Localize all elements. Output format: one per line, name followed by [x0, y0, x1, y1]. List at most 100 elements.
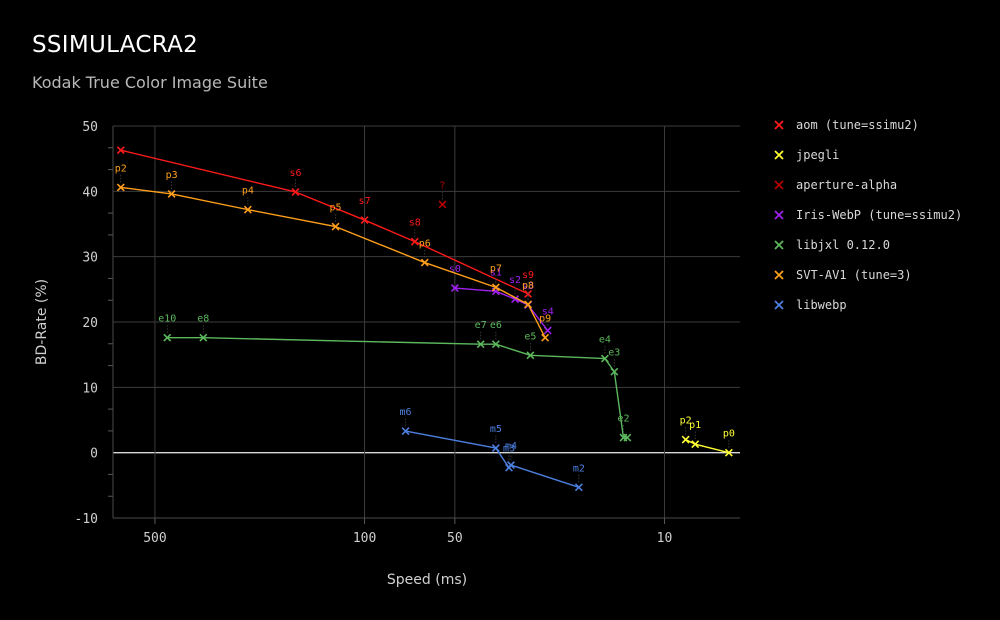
data-point — [410, 237, 419, 246]
legend-marker — [774, 180, 784, 190]
y-tick-label: 0 — [90, 447, 98, 462]
legend-label: SVT-AV1 (tune=3) — [796, 268, 912, 282]
legend-marker — [774, 120, 784, 130]
legend: aom (tune=ssimu2) jpegli aperture-alpha Iri… — [774, 118, 962, 312]
point-label: s1 — [490, 267, 502, 278]
legend-entry: Iris-WebP (tune=ssimu2) — [774, 208, 962, 222]
legend-entry: libwebp — [774, 298, 847, 312]
point-label: p8 — [522, 280, 534, 291]
data-point — [524, 300, 533, 309]
legend-entry: aom (tune=ssimu2) — [774, 118, 919, 132]
point-label: e7 — [475, 320, 487, 331]
series-line — [120, 149, 529, 295]
point-label: ? — [439, 180, 445, 191]
legend-label: libjxl 0.12.0 — [796, 238, 890, 252]
y-axis-label: BD-Rate (%) — [34, 279, 50, 365]
legend-label: aom (tune=ssimu2) — [796, 118, 919, 132]
legend-label: Iris-WebP (tune=ssimu2) — [796, 208, 962, 222]
legend-entry: SVT-AV1 (tune=3) — [774, 268, 912, 282]
data-point — [360, 216, 369, 225]
legend-marker — [774, 150, 784, 160]
series-line — [405, 430, 580, 488]
data-point — [163, 333, 172, 342]
data-point — [167, 189, 176, 198]
legend-entry: jpegli — [774, 148, 839, 162]
point-label: e6 — [490, 320, 502, 331]
data-point — [199, 333, 208, 342]
data-point — [491, 283, 500, 292]
point-label: p2 — [680, 416, 692, 427]
x-tick-label: 50 — [447, 531, 463, 546]
y-tick-label: 30 — [82, 251, 98, 266]
point-label: e5 — [524, 331, 536, 342]
y-tick-label: 10 — [82, 381, 98, 396]
data-point — [291, 188, 300, 196]
point-label: e4 — [599, 335, 611, 346]
series-svt-av1-tune-3: p2 p3 p4 p5 p6 p7 p8 p9 — [115, 163, 551, 342]
point-label: m4 — [505, 441, 517, 452]
data-point — [526, 351, 535, 360]
legend-label: libwebp — [796, 298, 847, 312]
data-point — [476, 340, 485, 349]
data-point — [623, 433, 632, 442]
point-label: s0 — [449, 264, 461, 275]
point-label: p1 — [689, 420, 701, 431]
point-label: e3 — [608, 348, 620, 359]
point-label: m3 — [503, 444, 515, 455]
y-tick-label: 20 — [82, 316, 98, 331]
series-libjxl-0-12-0: e10 e8 e7 e6 e5 e4 e3 e2 — [158, 314, 632, 442]
chart-subtitle: Kodak True Color Image Suite — [32, 73, 268, 92]
point-label: p5 — [329, 203, 341, 214]
x-tick-label: 500 — [143, 531, 166, 546]
point-label: s2 — [509, 275, 521, 286]
legend-marker — [774, 270, 784, 280]
data-point — [420, 258, 429, 267]
point-label: s9 — [522, 270, 534, 281]
legend-marker — [774, 300, 784, 310]
data-point — [116, 183, 125, 192]
data-point — [574, 483, 583, 492]
point-label: p3 — [166, 170, 178, 181]
legend-marker — [774, 240, 784, 250]
data-point — [600, 354, 609, 363]
data-point — [450, 284, 459, 292]
point-label: s4 — [542, 306, 554, 317]
point-label: s6 — [289, 168, 301, 179]
x-axis-label: Speed (ms) — [387, 572, 467, 588]
point-label: p2 — [115, 163, 127, 174]
y-tick-label: 50 — [82, 120, 98, 135]
data-point — [691, 440, 700, 449]
data-point — [724, 448, 733, 457]
data-point — [491, 444, 500, 453]
legend-entry: aperture-alpha — [774, 178, 897, 192]
point-label: p6 — [419, 239, 431, 250]
point-label: s7 — [359, 196, 371, 207]
point-label: p7 — [490, 263, 502, 274]
y-tick-label: 40 — [82, 185, 98, 200]
legend-entry: libjxl 0.12.0 — [774, 238, 890, 252]
data-point — [331, 222, 340, 231]
data-point — [506, 461, 515, 470]
data-point — [610, 367, 619, 376]
data-point — [116, 146, 125, 155]
chart-title: SSIMULACRA2 — [32, 32, 199, 58]
point-label: p9 — [539, 314, 551, 325]
legend-marker — [774, 210, 784, 220]
data-point — [681, 435, 690, 444]
y-tick-label: -10 — [75, 512, 98, 527]
point-label: e10 — [158, 314, 176, 325]
point-label: m2 — [573, 463, 585, 474]
series-aperture-alpha: ? — [438, 180, 447, 209]
legend-label: aperture-alpha — [796, 178, 897, 192]
point-label: s3 — [522, 281, 534, 292]
point-label: p0 — [723, 429, 735, 440]
legend-label: jpegli — [796, 148, 839, 162]
data-point — [401, 427, 410, 436]
series-line — [120, 186, 546, 338]
x-tick-label: 100 — [353, 531, 376, 546]
